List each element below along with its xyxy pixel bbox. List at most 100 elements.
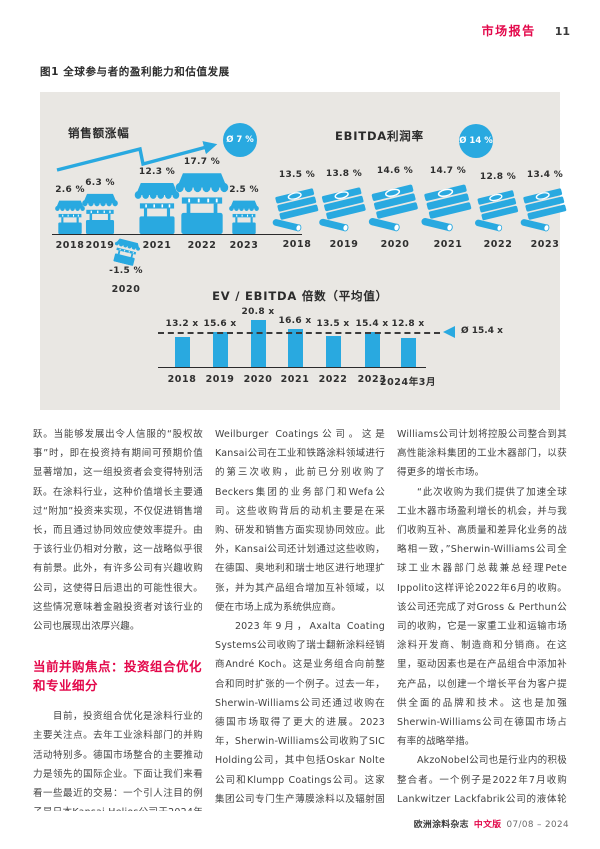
triangle-left-icon <box>443 326 455 338</box>
banknote-stack-icon <box>272 188 319 232</box>
year-label: 2021 <box>280 374 310 385</box>
article-column-1: 跃。当能够发展出令人信服的“股权故事”时，即在投资持有期间可预期价值显著增加，这… <box>33 425 203 811</box>
article-body: 跃。当能够发展出令人信服的“股权故事”时，即在投资持有期间可预期价值显著增加，这… <box>33 425 568 811</box>
bar-value-label: 15.6 x <box>203 319 237 329</box>
value-label: 13.5 % <box>278 170 316 180</box>
year-label: 2020 <box>380 239 410 250</box>
year-label: 2019 <box>85 240 115 251</box>
figure-title: 图1 全球参与者的盈利能力和估值发展 <box>40 66 230 78</box>
bar-value-label: 16.6 x <box>278 316 312 326</box>
sales-growth-title: 销售额涨幅 <box>68 126 130 140</box>
paragraph: 目前，投资组合优化是涂料行业的主要关注点。去年工业涂料部门的并购活动特别多。德国… <box>33 711 203 811</box>
banknote-stack-icon <box>475 190 519 232</box>
year-label: 2022 <box>187 240 217 251</box>
paragraph: Williams公司计划将控股公司整合到其高性能涂料集团的工业木器部门，以获得更… <box>397 429 567 479</box>
edition-label: 中文版 <box>473 820 502 830</box>
banknote-stack-icon <box>421 184 472 232</box>
page-footer: 欧洲涂料杂志 中文版 07/08 – 2024 <box>414 817 569 830</box>
bar <box>250 320 266 367</box>
bar-value-label: 20.8 x <box>241 307 275 317</box>
market-stall-icon <box>55 200 85 234</box>
value-label: 12.8 % <box>479 172 517 182</box>
value-label: 14.6 % <box>376 166 414 176</box>
page-number: 11 <box>554 25 570 38</box>
pictogram-item <box>134 182 180 234</box>
article-column-2: Weilburger Coatings公司。这是Kansai公司在工业和铁路涂料… <box>215 425 385 811</box>
ev-ebitda-title: EV / EBITDA 倍数（平均值） <box>212 289 388 303</box>
issue-label: 07/08 – 2024 <box>506 820 569 830</box>
year-label: 2020 <box>243 374 273 385</box>
value-label: 14.7 % <box>429 166 467 176</box>
year-label: 2019 <box>329 239 359 250</box>
value-label: 17.7 % <box>183 157 221 167</box>
year-label: 2021 <box>142 240 172 251</box>
sales-axis <box>52 234 302 235</box>
paragraph: 跃。当能够发展出令人信服的“股权故事”时，即在投资持有期间可预期价值显著增加，这… <box>33 429 203 633</box>
value-label: -1.5 % <box>109 266 143 276</box>
bar <box>364 332 380 367</box>
pictogram-item <box>110 237 141 267</box>
sales-average-badge: Ø 7 % <box>223 123 257 157</box>
value-label: 6.3 % <box>85 178 115 188</box>
section-label: 市场报告 <box>481 24 536 38</box>
pictogram-item <box>366 182 424 232</box>
year-label: 2023 <box>229 240 259 251</box>
value-label: 13.8 % <box>325 169 363 179</box>
article-column-3: Williams公司计划将控股公司整合到其高性能涂料集团的工业木器部门，以获得更… <box>397 425 567 811</box>
value-label: 13.4 % <box>526 170 564 180</box>
year-label: 2023 <box>530 239 560 250</box>
year-label: 2024年3月 <box>379 377 437 388</box>
value-label: 2.5 % <box>229 185 259 195</box>
pictogram-item <box>229 200 259 234</box>
paragraph: 2023年9月，Axalta Coating Systems公司收购了瑞士翻新涂… <box>215 621 385 805</box>
ev-average-label: Ø 15.4 x <box>461 326 503 336</box>
bar-value-label: 13.2 x <box>165 319 199 329</box>
average-dashed-line <box>158 332 440 334</box>
paragraph: Weilburger Coatings公司。这是Kansai公司在工业和铁路涂料… <box>215 429 385 613</box>
pictogram-item <box>175 172 229 234</box>
bar-value-label: 12.8 x <box>391 319 425 329</box>
pictogram-item <box>82 193 118 234</box>
trend-arrow-icon <box>56 141 218 172</box>
year-label: 2022 <box>318 374 348 385</box>
pictogram-item <box>317 185 372 232</box>
pictogram-item <box>419 182 478 232</box>
pictogram-item <box>270 186 324 232</box>
paragraph: “此次收购为我们提供了加速全球工业木器市场盈利增长的机会，并与我们收购互补、高质… <box>397 486 567 748</box>
bar-value-label: 15.4 x <box>355 319 389 329</box>
bar <box>325 336 341 367</box>
year-label: 2020 <box>111 284 141 295</box>
year-label: 2018 <box>167 374 197 385</box>
year-label: 2018 <box>282 239 312 250</box>
year-label: 2022 <box>483 239 513 250</box>
bar <box>212 332 228 367</box>
market-stall-icon <box>82 193 118 234</box>
paragraph: AkzoNobel公司也是行业内的积极整合者。一个例子是2022年7月收购Lan… <box>397 755 567 805</box>
market-stall-icon <box>229 200 259 234</box>
figure-chart-panel: 销售额涨幅 Ø 7 % 2.6 % 2018 6.3 % 2019 -1.5 % 2020… <box>40 92 567 410</box>
pictogram-item <box>55 200 85 234</box>
year-label: 2019 <box>205 374 235 385</box>
bar-value-label: 13.5 x <box>316 319 350 329</box>
bar <box>174 337 190 367</box>
ev-axis <box>158 367 426 368</box>
page-header: 市场报告 11 <box>482 22 570 39</box>
year-label: 2021 <box>433 239 463 250</box>
bar <box>400 338 416 367</box>
banknote-stack-icon <box>520 188 567 232</box>
ebitda-average-badge: Ø 14 % <box>459 124 493 158</box>
journal-name: 欧洲涂料杂志 <box>413 820 469 830</box>
market-stall-icon <box>113 238 140 266</box>
value-label: 2.6 % <box>55 185 85 195</box>
banknote-stack-icon <box>368 184 418 232</box>
bar <box>287 329 303 367</box>
year-label: 2023 <box>357 374 387 385</box>
pictogram-item <box>518 186 572 232</box>
banknote-stack-icon <box>319 187 366 232</box>
pictogram-item <box>473 188 524 232</box>
ebitda-title: EBITDA利润率 <box>335 129 424 143</box>
section-heading: 当前并购焦点：投资组合优化和专业细分 <box>33 659 203 694</box>
market-stall-icon <box>134 183 180 234</box>
market-stall-icon <box>175 173 229 234</box>
